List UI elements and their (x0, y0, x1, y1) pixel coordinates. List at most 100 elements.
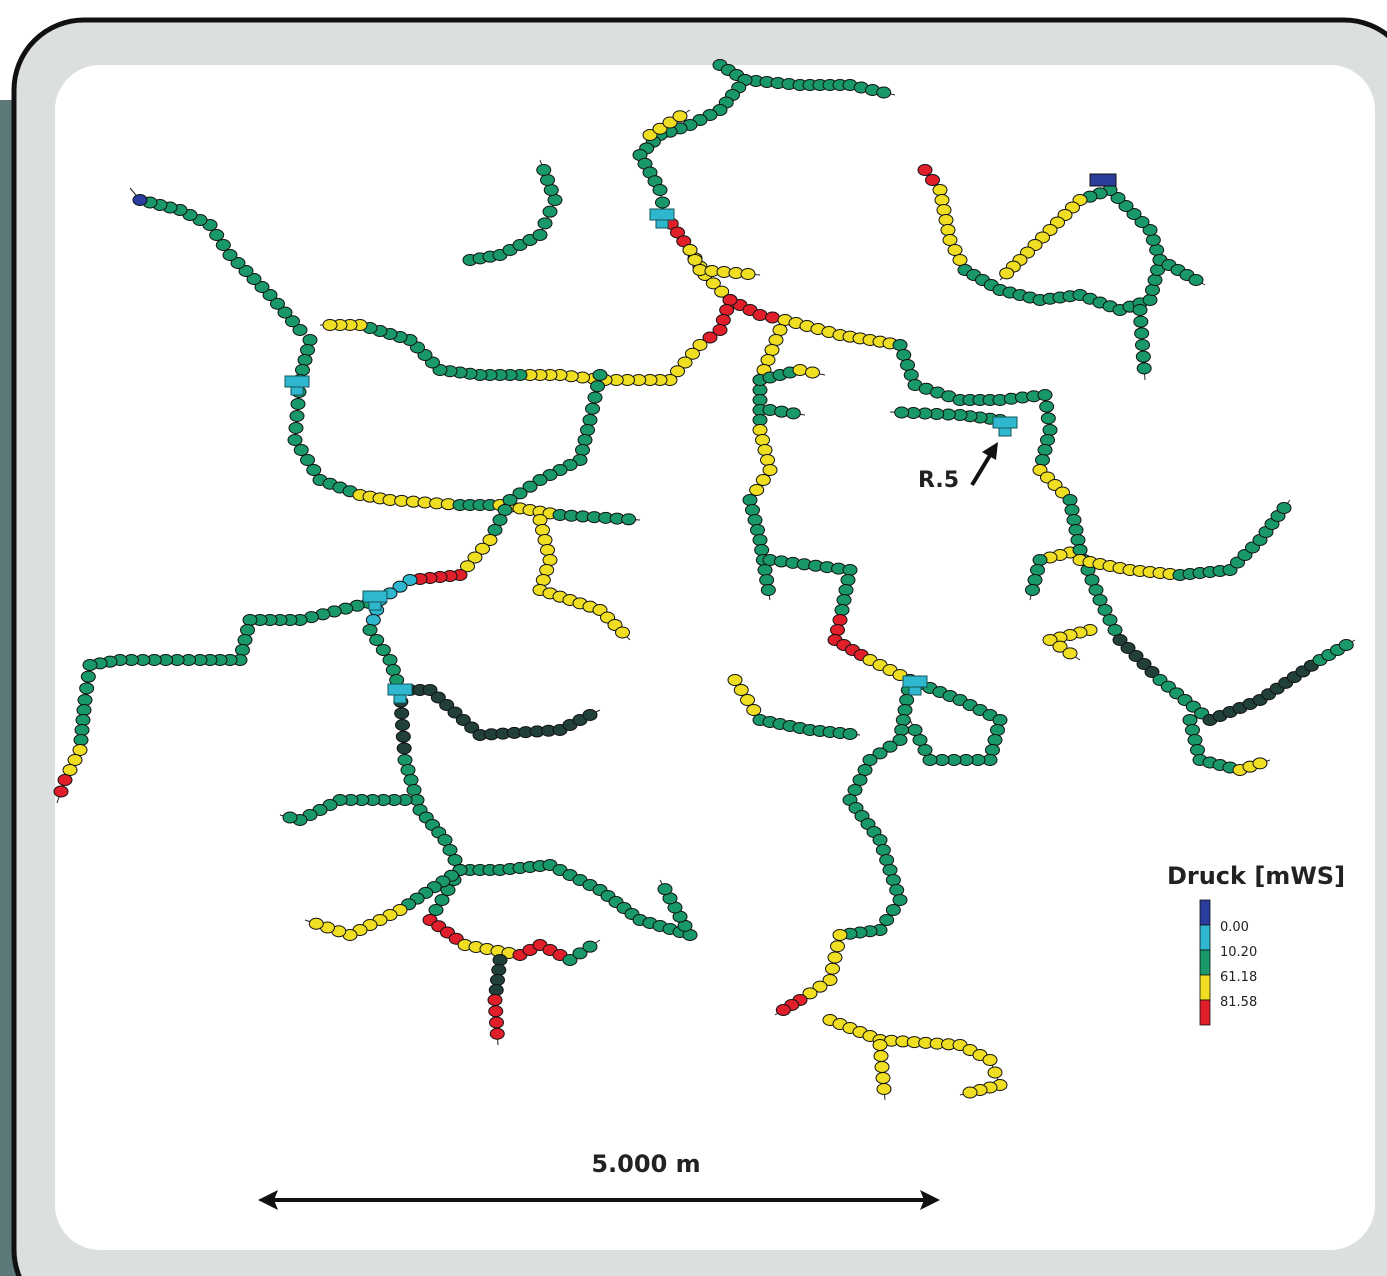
node (773, 325, 787, 336)
node (918, 745, 932, 756)
node (986, 745, 1000, 756)
node (493, 515, 507, 526)
station-base (291, 387, 303, 395)
node (863, 755, 877, 766)
node (876, 845, 890, 856)
node (993, 715, 1007, 726)
node (243, 615, 257, 626)
node (404, 775, 418, 786)
node (63, 765, 77, 776)
node (76, 715, 90, 726)
node (723, 295, 737, 306)
node (303, 335, 317, 346)
node (236, 645, 250, 656)
node (488, 525, 502, 536)
node (323, 320, 337, 331)
node (238, 635, 252, 646)
node (953, 255, 967, 266)
node (933, 185, 947, 196)
node (395, 708, 409, 719)
node (765, 345, 779, 356)
node (877, 87, 891, 98)
node (493, 955, 507, 966)
node (1063, 495, 1077, 506)
node (1028, 575, 1042, 586)
node (489, 1006, 503, 1017)
node (756, 435, 770, 446)
tank (1090, 174, 1116, 186)
node (578, 435, 592, 446)
node (74, 735, 88, 746)
node (1137, 363, 1151, 374)
node (541, 175, 555, 186)
node (407, 785, 421, 796)
node (503, 495, 517, 506)
legend-swatch (1200, 950, 1210, 975)
node (873, 1040, 887, 1051)
node (289, 423, 303, 434)
legend-label: 0.00 (1220, 920, 1249, 935)
node (54, 786, 68, 797)
node (1089, 585, 1103, 596)
node (296, 365, 310, 376)
node (753, 415, 767, 426)
node (748, 515, 762, 526)
node (848, 785, 862, 796)
node (588, 392, 602, 403)
node (288, 435, 302, 446)
node (743, 495, 757, 506)
node (923, 755, 937, 766)
node (843, 565, 857, 576)
node (769, 335, 783, 346)
station (993, 417, 1017, 428)
node (1186, 725, 1200, 736)
node (1065, 505, 1079, 516)
node (1043, 425, 1057, 436)
node (880, 855, 894, 866)
node (908, 725, 922, 736)
node (786, 408, 800, 419)
node (216, 240, 230, 251)
node (429, 905, 443, 916)
node (386, 665, 400, 676)
node (75, 725, 89, 736)
node (543, 555, 557, 566)
node (904, 370, 918, 381)
node (1040, 401, 1054, 412)
node (886, 905, 900, 916)
node (761, 355, 775, 366)
node (760, 575, 774, 586)
node (901, 360, 915, 371)
node (397, 743, 411, 754)
node (874, 1051, 888, 1062)
node (83, 660, 97, 671)
node (533, 230, 547, 241)
node (81, 671, 95, 682)
node (298, 355, 312, 366)
node (1031, 565, 1045, 576)
node (294, 445, 308, 456)
node (622, 514, 636, 525)
station (650, 209, 674, 220)
node (1188, 735, 1202, 746)
node (751, 525, 765, 536)
node (893, 895, 907, 906)
node (758, 445, 772, 456)
node (586, 403, 600, 414)
node (538, 535, 552, 546)
node (1069, 525, 1083, 536)
node (291, 399, 305, 410)
node (538, 218, 552, 229)
node (1041, 413, 1055, 424)
node (283, 812, 297, 823)
node (1085, 575, 1099, 586)
node (753, 385, 767, 396)
node (616, 627, 630, 638)
node (843, 729, 857, 740)
node (1148, 275, 1162, 286)
node (301, 455, 315, 466)
legend-title: Druck [mWS] (1167, 862, 1345, 890)
node (1098, 605, 1112, 616)
node (753, 310, 767, 321)
node (1135, 328, 1149, 339)
